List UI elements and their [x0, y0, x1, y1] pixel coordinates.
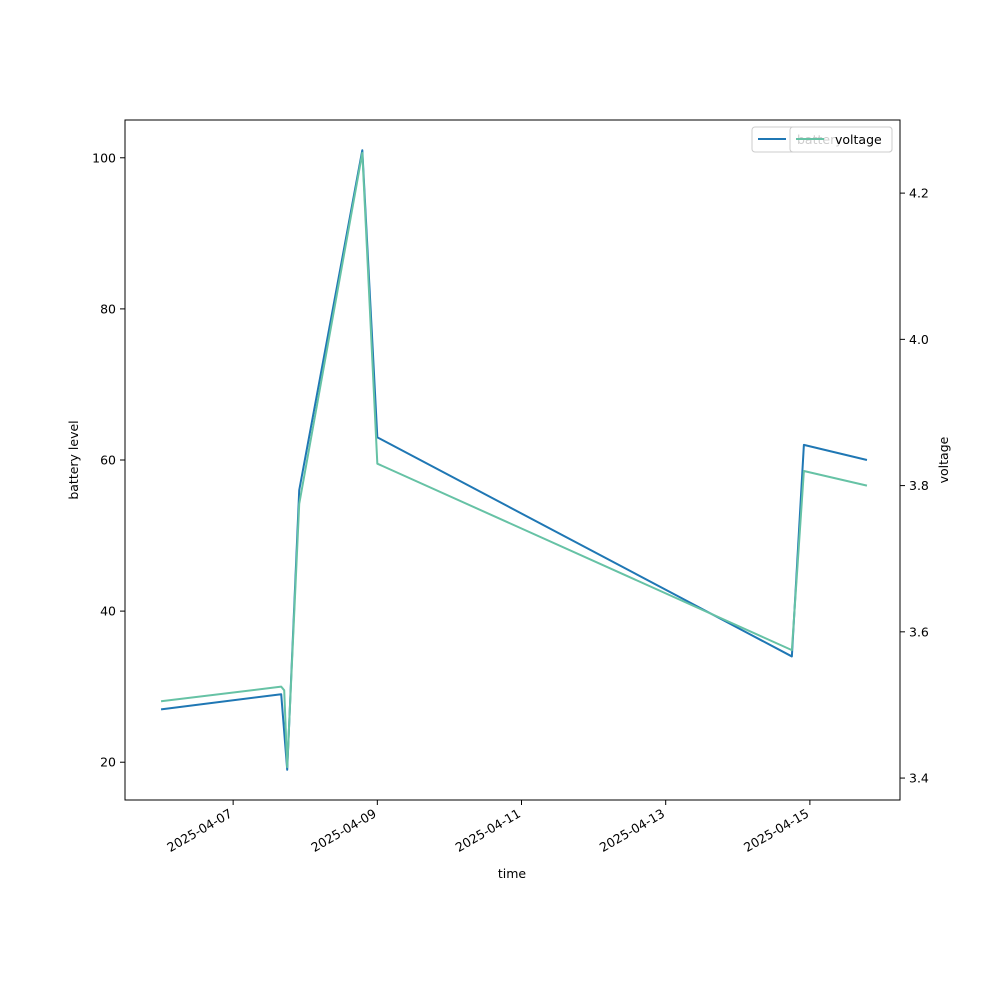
right-axis-ticks: 3.4 3.6 3.8 4.0 4.2: [900, 186, 929, 786]
left-axis-label: battery level: [66, 420, 81, 499]
right-tick-label: 4.2: [909, 186, 929, 201]
left-axis-ticks: 20 40 60 80 100: [92, 150, 125, 770]
right-axis-label: voltage: [936, 436, 951, 483]
series-line-voltage: [160, 151, 868, 769]
legend-voltage: voltage: [789, 126, 893, 153]
left-tick-label: 100: [92, 150, 116, 165]
left-tick-label: 60: [100, 453, 116, 468]
series-lines: [160, 149, 868, 771]
right-tick-label: 4.0: [909, 332, 929, 347]
right-tick-label: 3.8: [909, 478, 929, 493]
left-tick-label: 20: [100, 755, 116, 770]
legend-label-voltage: voltage: [835, 132, 882, 147]
left-tick-label: 40: [100, 604, 116, 619]
x-axis-label: time: [498, 866, 527, 881]
left-tick-label: 80: [100, 301, 116, 316]
series-line-battery: [160, 149, 868, 771]
legend-box: [789, 126, 893, 153]
right-tick-label: 3.4: [909, 771, 929, 786]
right-tick-label: 3.6: [909, 624, 929, 639]
